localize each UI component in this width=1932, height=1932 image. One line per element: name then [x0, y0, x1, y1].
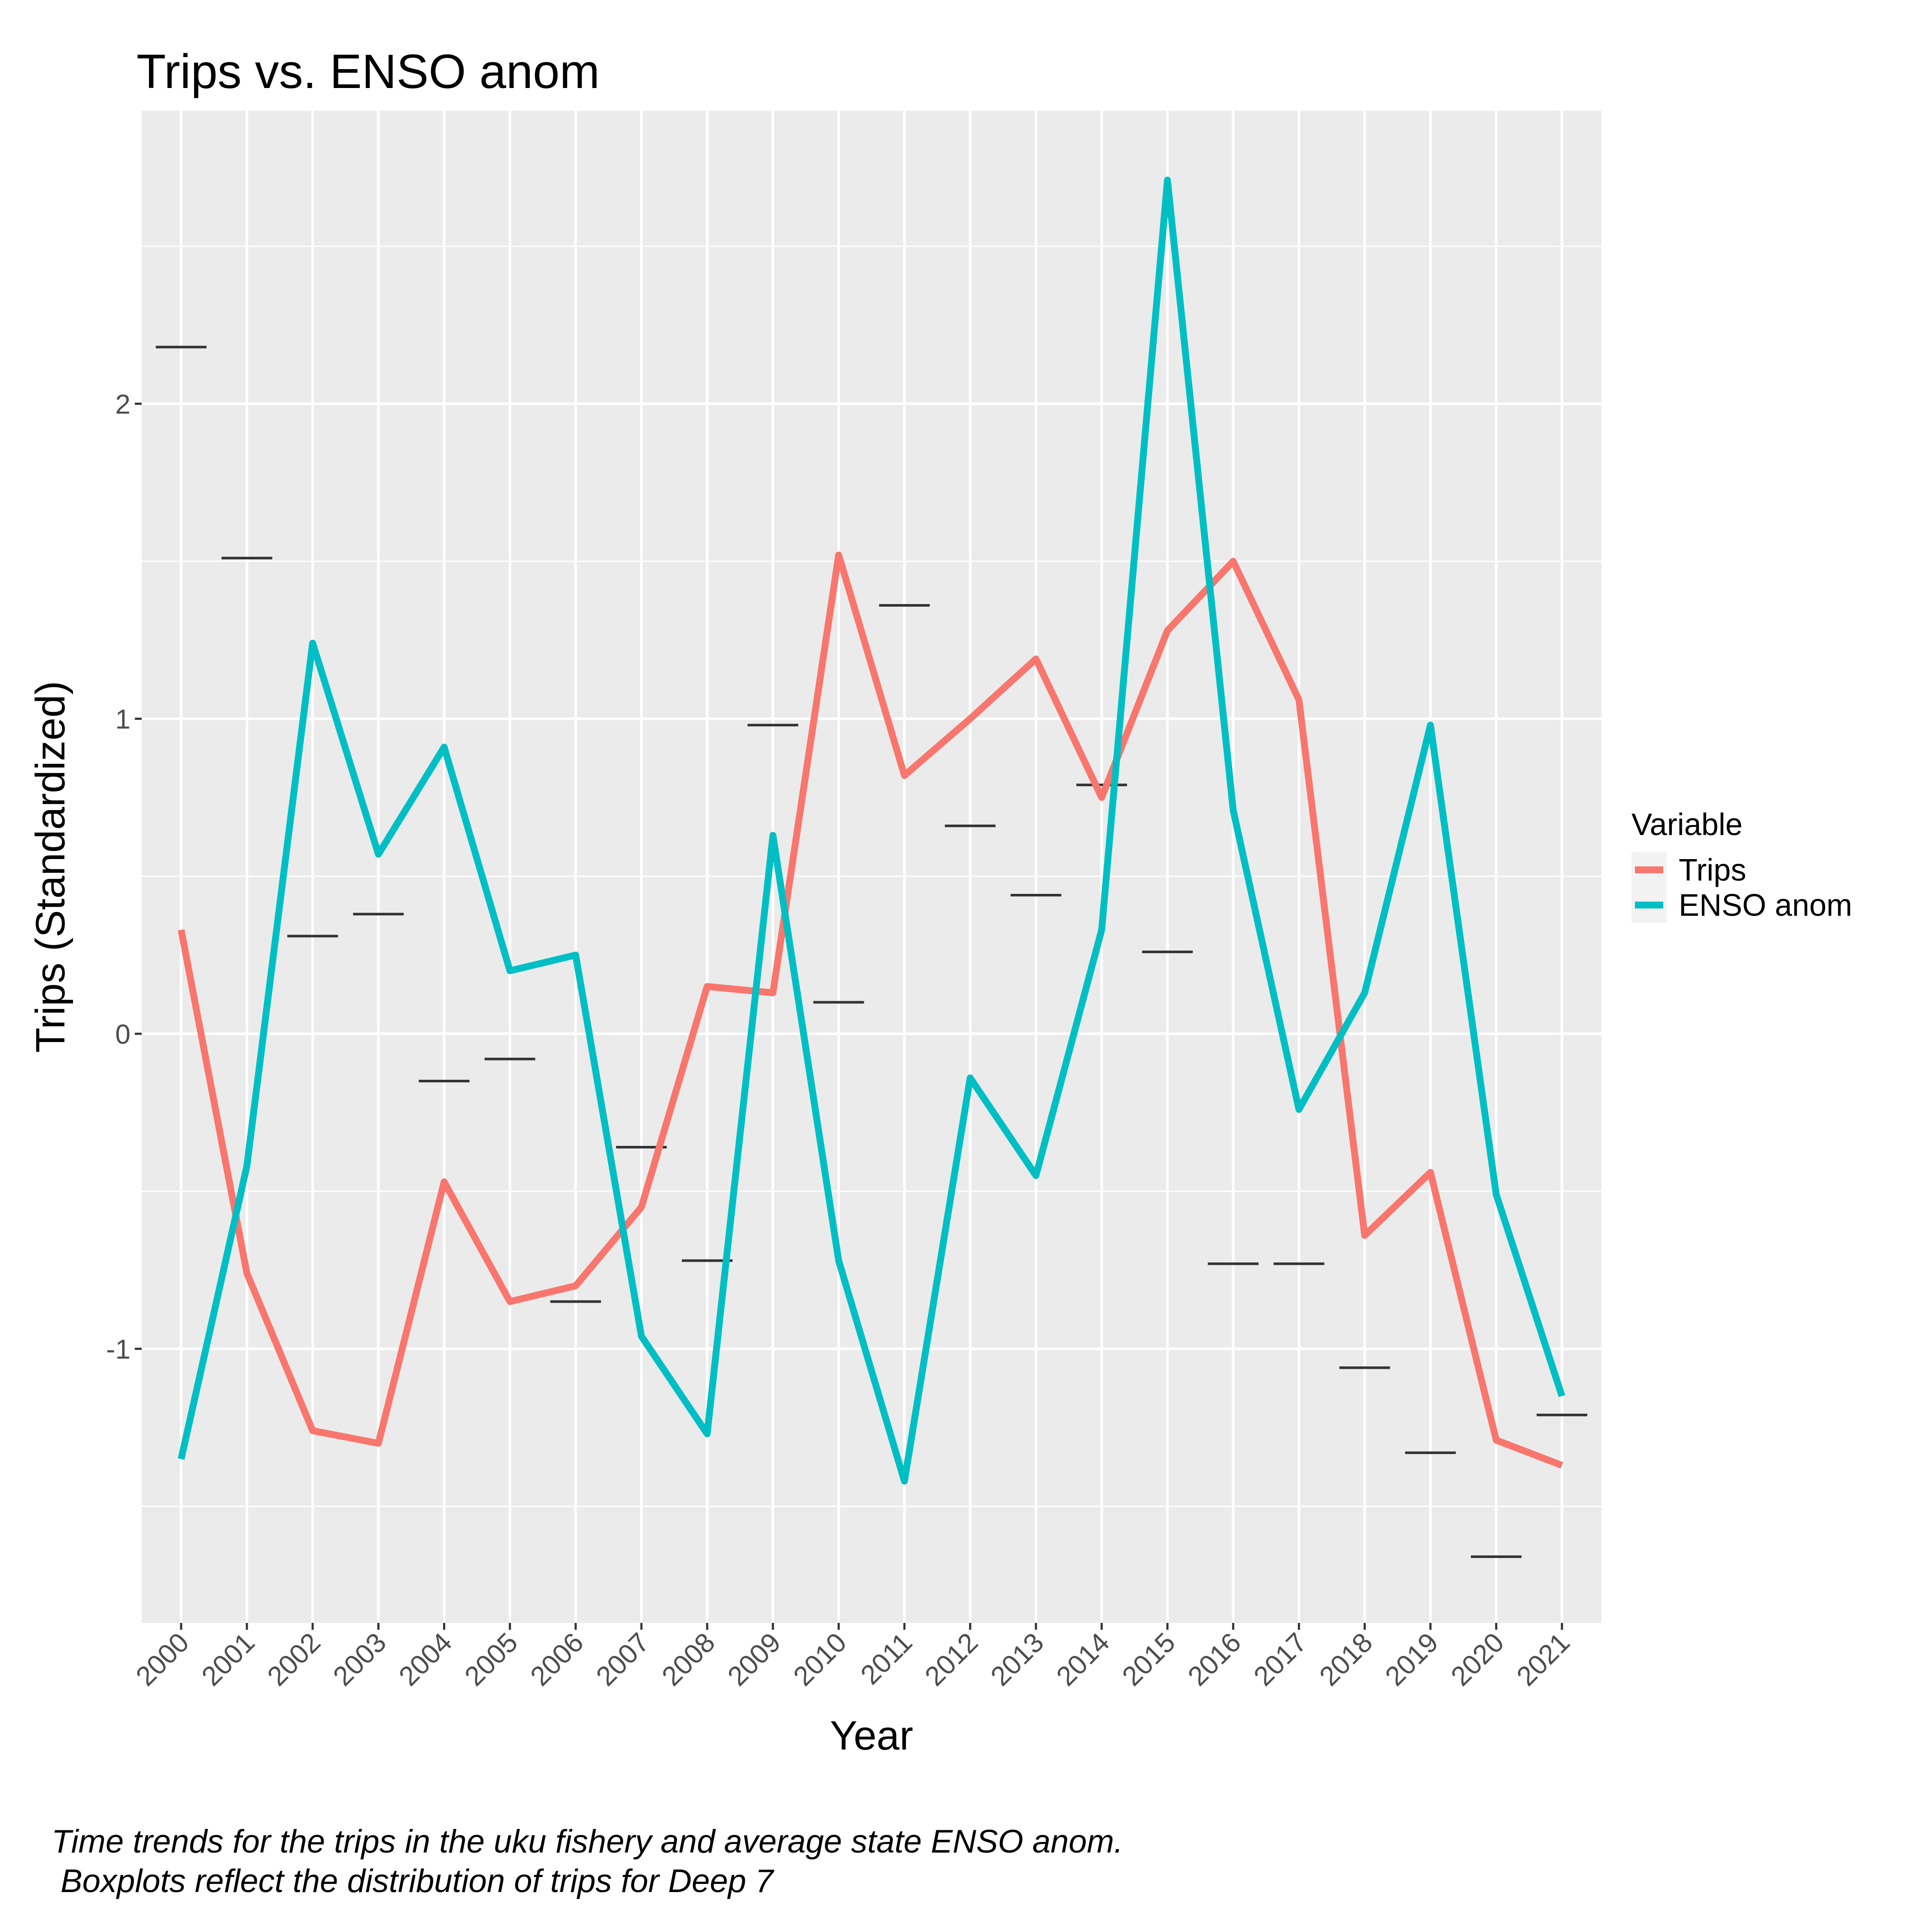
y-axis: -1 0 1 2: [106, 389, 142, 1365]
y-tick-label: 2: [115, 389, 131, 419]
x-axis-title: Year: [830, 1713, 913, 1759]
legend-label: ENSO anom: [1679, 888, 1852, 923]
legend-label: Trips: [1679, 853, 1746, 887]
caption-line-2: Boxplots reflect the distribution of tri…: [52, 1863, 775, 1899]
plot-panel: [142, 111, 1601, 1623]
y-axis-title: Trips (Standardized): [27, 681, 73, 1053]
caption-line-1: Time trends for the trips in the uku fis…: [52, 1823, 1123, 1860]
caption: Time trends for the trips in the uku fis…: [52, 1823, 1123, 1899]
grid-lines: [142, 111, 1601, 1623]
y-tick-label: -1: [106, 1334, 131, 1365]
series-line-trips: [178, 551, 1563, 1469]
boxplot-medians: [155, 346, 1588, 1558]
chart-title: Trips vs. ENSO anom: [137, 45, 600, 98]
series-lines: [178, 176, 1565, 1485]
series-line-enso-anom: [178, 176, 1565, 1485]
y-tick-label: 0: [115, 1019, 131, 1050]
y-tick-label: 1: [115, 704, 131, 735]
legend-title: Variable: [1631, 808, 1743, 842]
